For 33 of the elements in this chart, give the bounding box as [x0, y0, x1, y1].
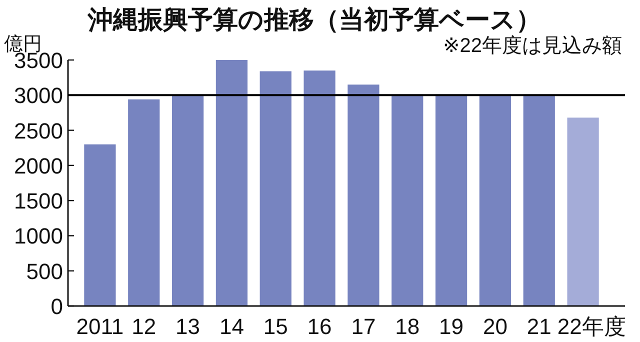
x-tick-label: 21 [526, 314, 552, 339]
x-tick-label: 18 [395, 314, 420, 339]
y-tick-label: 2000 [14, 153, 63, 178]
bar [304, 70, 336, 306]
x-tick-label: 16 [307, 314, 332, 339]
bar [435, 94, 468, 306]
x-tick-label: 19 [439, 314, 464, 339]
y-tick-label: 0 [50, 294, 63, 319]
x-tick-label: 13 [176, 314, 200, 339]
y-tick-label: 3000 [14, 83, 63, 108]
y-tick-label: 1000 [14, 224, 63, 249]
bar [348, 84, 380, 306]
x-tick-label: 22年度 [557, 314, 626, 339]
bar [479, 94, 512, 306]
y-tick-label: 2500 [14, 118, 63, 144]
bar [523, 94, 555, 306]
bar [128, 99, 160, 306]
y-tick-label: 500 [26, 258, 63, 284]
chart-title: 沖縄振興予算の推移（当初予算ベース） [87, 6, 541, 34]
bar [567, 118, 599, 306]
bar [216, 60, 248, 306]
y-tick-label: 1500 [14, 188, 63, 214]
text: ※22年度は見込み額 [442, 35, 622, 57]
x-tick-label: 20 [482, 314, 508, 339]
x-tick-label: 17 [351, 314, 376, 339]
bar [260, 71, 292, 306]
x-tick-label: 12 [132, 314, 156, 339]
bar [172, 95, 204, 306]
bar [392, 94, 424, 306]
x-tick-label: 2011 [76, 314, 124, 339]
x-tick-label: 14 [219, 314, 244, 339]
bar [84, 144, 116, 306]
x-tick-label: 15 [263, 314, 288, 339]
